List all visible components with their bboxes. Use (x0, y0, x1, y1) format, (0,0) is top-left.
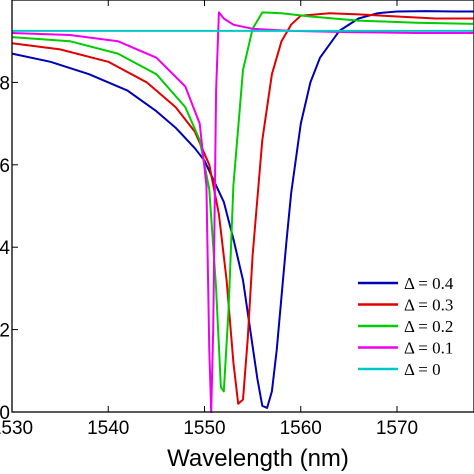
legend-label: Δ = 0 (404, 360, 441, 379)
series-layer (11, 10, 474, 413)
legend-label: Δ = 0.2 (404, 317, 453, 336)
x-tick-label: 1570 (376, 418, 418, 439)
x-tick-label: 1540 (87, 418, 129, 439)
x-axis-title: Wavelength (nm) (167, 445, 349, 472)
y-tick-label: 0 (0, 403, 10, 424)
x-tick-label: 1550 (183, 418, 225, 439)
legend-label: Δ = 0.1 (404, 339, 453, 358)
y-tick-label: 2 (0, 321, 10, 342)
x-tick-label: 1530 (0, 418, 33, 439)
tick-layer: 1530 1540 1550 1560 1570 0 2 4 6 8 (0, 0, 418, 439)
legend-label: Δ = 0.3 (404, 296, 453, 315)
series-line-1 (11, 12, 474, 405)
x-tick-label: 1560 (280, 418, 322, 439)
legend: Δ = 0.4 Δ = 0.3 Δ = 0.2 Δ = 0.1 Δ = 0 (358, 274, 454, 379)
series-line-2 (11, 11, 474, 393)
plot-frame (11, 0, 474, 413)
legend-label: Δ = 0.4 (404, 274, 454, 293)
y-tick-label: 8 (0, 73, 10, 94)
y-tick-label: 4 (0, 238, 10, 259)
y-tick-label: 6 (0, 156, 10, 177)
